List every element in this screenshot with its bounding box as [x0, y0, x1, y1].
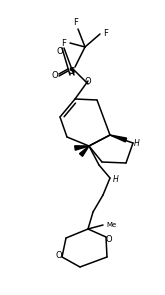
- Text: O: O: [106, 235, 112, 245]
- Polygon shape: [80, 146, 89, 156]
- Text: H: H: [134, 138, 140, 148]
- Text: F: F: [74, 18, 78, 27]
- Text: O: O: [85, 76, 91, 86]
- Text: O: O: [57, 47, 63, 57]
- Polygon shape: [110, 135, 127, 142]
- Text: F: F: [61, 39, 66, 47]
- Text: O: O: [56, 250, 62, 260]
- Text: S: S: [69, 66, 75, 76]
- Text: Me: Me: [106, 222, 116, 228]
- Text: H: H: [113, 176, 119, 184]
- Polygon shape: [75, 146, 89, 150]
- Text: F: F: [103, 30, 108, 39]
- Text: O: O: [52, 71, 58, 81]
